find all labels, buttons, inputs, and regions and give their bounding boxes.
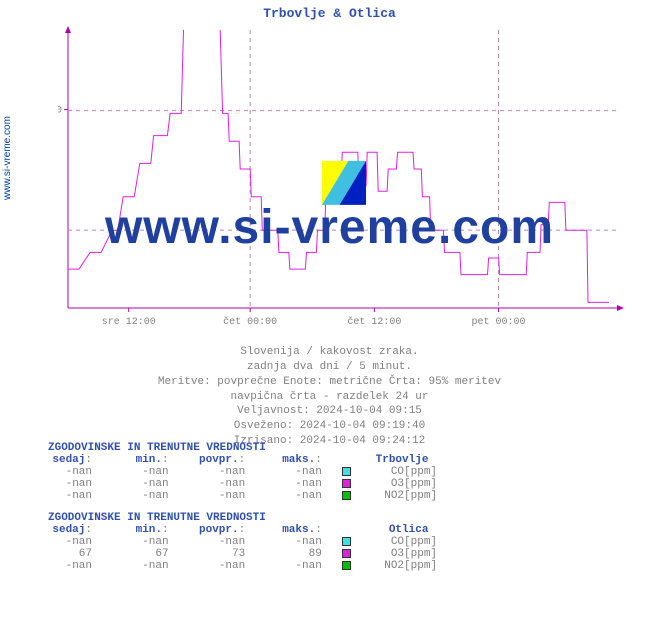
data-tables: ZGODOVINSKE IN TRENUTNE VREDNOSTI sedaj:… (48, 442, 437, 572)
chart-plot: 80 sre 12:00 čet 00:00 čet 12:00 pet 00:00 (58, 24, 628, 329)
svg-text:čet 12:00: čet 12:00 (347, 316, 401, 328)
chart-caption: Slovenija / kakovost zraka. zadnja dva d… (0, 345, 659, 449)
series-swatch (342, 479, 351, 488)
svg-text:sre 12:00: sre 12:00 (102, 317, 156, 328)
caption-line: navpična črta - razdelek 24 ur (0, 390, 659, 405)
svg-text:pet 00:00: pet 00:00 (472, 317, 526, 328)
table-row: -nan -nan -nan -nan CO[ppm] (48, 466, 437, 478)
table-header: sedaj: min.: povpr.: maks.: Otlica (48, 524, 437, 536)
chart-svg: 80 sre 12:00 čet 00:00 čet 12:00 pet 00:00 (58, 24, 628, 344)
svg-text:čet 00:00: čet 00:00 (223, 316, 277, 328)
site-label-vertical: www.si-vreme.com (2, 116, 13, 200)
table-header: sedaj: min.: povpr.: maks.: Trbovlje (48, 454, 437, 466)
table-title: ZGODOVINSKE IN TRENUTNE VREDNOSTI (48, 442, 437, 454)
table-row: -nan -nan -nan -nan O3[ppm] (48, 478, 437, 490)
caption-line: Meritve: povprečne Enote: metrične Črta:… (0, 375, 659, 390)
caption-line: zadnja dva dni / 5 minut. (0, 360, 659, 375)
caption-line: Veljavnost: 2024-10-04 09:15 (0, 404, 659, 419)
series-swatch (342, 561, 351, 570)
table-row: -nan -nan -nan -nan CO[ppm] (48, 536, 437, 548)
series-swatch (342, 537, 351, 546)
chart-title: Trbovlje & Otlica (0, 6, 659, 21)
series-swatch (342, 549, 351, 558)
svg-text:80: 80 (58, 105, 62, 116)
series-swatch (342, 491, 351, 500)
table-title: ZGODOVINSKE IN TRENUTNE VREDNOSTI (48, 512, 437, 524)
series-swatch (342, 467, 351, 476)
table-row: -nan -nan -nan -nan NO2[ppm] (48, 490, 437, 502)
caption-line: Osveženo: 2024-10-04 09:19:40 (0, 419, 659, 434)
caption-line: Slovenija / kakovost zraka. (0, 345, 659, 360)
table-row: -nan -nan -nan -nan NO2[ppm] (48, 560, 437, 572)
table-row: 67 67 73 89 O3[ppm] (48, 548, 437, 560)
